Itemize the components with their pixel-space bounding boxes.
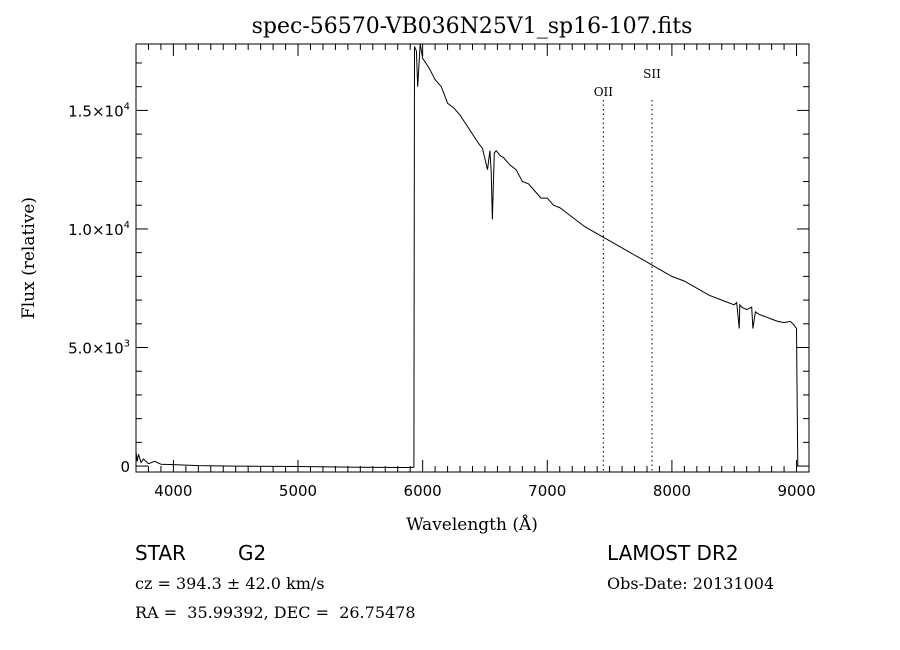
axis-ticks	[135, 44, 810, 472]
x-tick-label: 5000	[279, 482, 317, 500]
coordinates-readout: RA = 35.99392, DEC = 26.75478	[135, 603, 416, 622]
y-tick-label: 5.0×103	[68, 339, 130, 358]
marker-label-oii: OII	[594, 85, 614, 99]
chart-title: spec-56570-VB036N25V1_sp16-107.fits	[252, 14, 693, 39]
survey-name: LAMOST DR2	[607, 541, 739, 565]
object-class: STAR	[135, 541, 186, 565]
x-tick-label: 4000	[154, 482, 192, 500]
y-tick-label: 0	[120, 458, 130, 476]
x-tick-labels: 4000 5000 6000 7000 8000 9000	[154, 482, 815, 500]
x-tick-label: 9000	[777, 482, 815, 500]
plot-frame	[135, 43, 810, 473]
x-axis-label: Wavelength (Å)	[406, 514, 538, 535]
y-tick-label: 1.5×104	[68, 101, 130, 120]
obs-date: Obs-Date: 20131004	[607, 574, 775, 593]
x-tick-label: 8000	[653, 482, 691, 500]
x-tick-label: 7000	[528, 482, 566, 500]
y-tick-labels: 0 5.0×103 1.0×104 1.5×104	[68, 101, 130, 476]
x-tick-label: 6000	[404, 482, 442, 500]
y-axis-label: Flux (relative)	[19, 197, 39, 319]
y-tick-label: 1.0×104	[68, 220, 130, 239]
line-markers: OII SII	[594, 67, 661, 472]
spectrum-series-line	[135, 43, 799, 468]
marker-label-sii: SII	[643, 67, 661, 81]
redshift-readout: cz = 394.3 ± 42.0 km/s	[135, 574, 325, 593]
object-subclass: G2	[238, 541, 267, 565]
